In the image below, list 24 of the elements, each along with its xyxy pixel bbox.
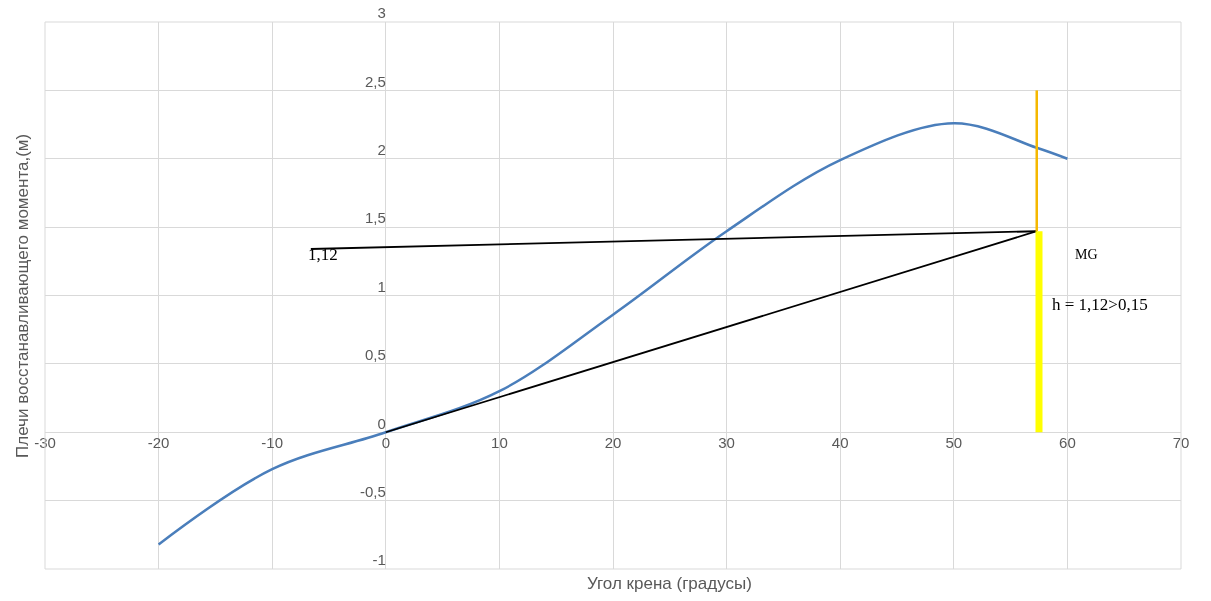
y-tick-label: 0,5 bbox=[364, 346, 386, 364]
y-axis-title: Плечи восстанавливающего момента,(м) bbox=[12, 133, 32, 458]
x-tick-label: 50 bbox=[945, 434, 963, 452]
y-tick-label: 1,5 bbox=[364, 209, 386, 227]
annotation: h = 1,12>0,15 bbox=[1052, 295, 1148, 314]
x-tick-label: 10 bbox=[491, 434, 508, 452]
y-tick-label: 2,5 bbox=[364, 72, 386, 90]
x-axis-title: Угол крена (градусы) bbox=[587, 574, 752, 593]
y-tick-label: -0,5 bbox=[359, 482, 386, 500]
annotation: MG bbox=[1075, 247, 1098, 262]
x-tick-label: -20 bbox=[147, 434, 170, 452]
x-tick-label: 20 bbox=[604, 434, 622, 452]
x-tick-label: -30 bbox=[34, 434, 56, 452]
y-tick-label: 0 bbox=[377, 414, 386, 432]
y-tick-label: 2 bbox=[377, 141, 386, 158]
x-tick-label: 70 bbox=[1172, 434, 1190, 452]
x-tick-label: 60 bbox=[1059, 434, 1076, 452]
x-tick-label: 40 bbox=[831, 434, 849, 452]
y-tick-label: 1 bbox=[377, 277, 386, 295]
x-tick-label: 30 bbox=[718, 434, 735, 452]
y-tick-label: -1 bbox=[372, 551, 386, 569]
annotation: 1,12 bbox=[308, 245, 338, 264]
x-tick-label: -10 bbox=[261, 434, 284, 452]
y-tick-label: 3 bbox=[377, 4, 386, 22]
